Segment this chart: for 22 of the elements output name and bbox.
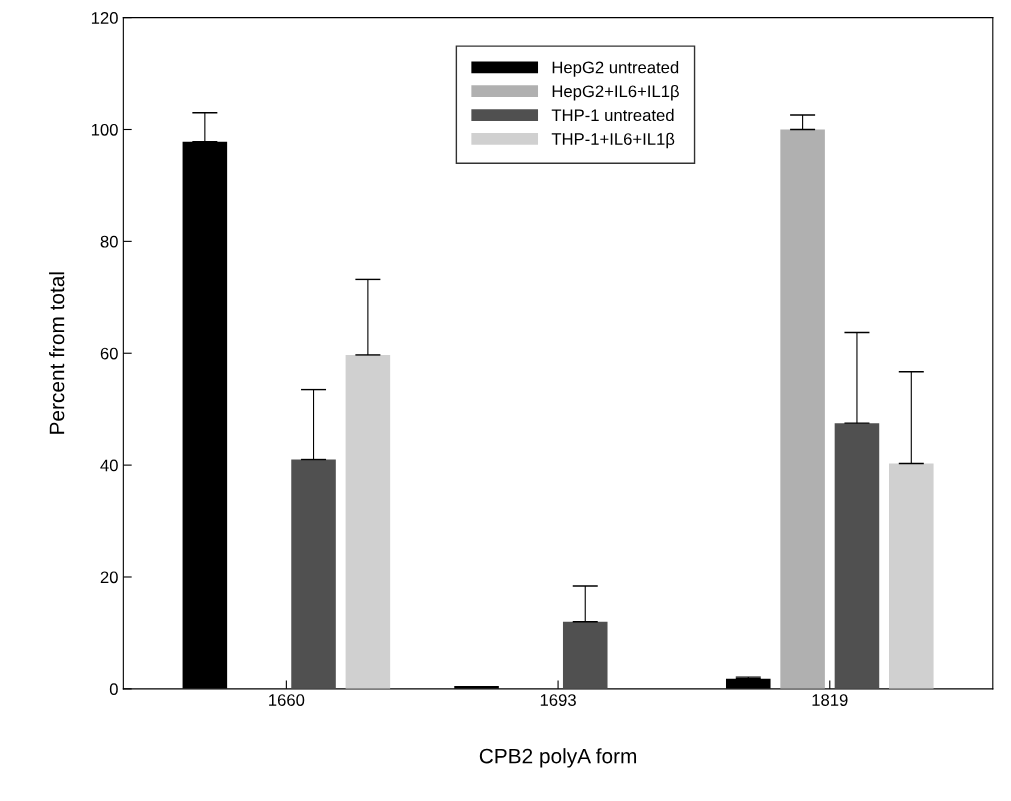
legend-label: THP-1 untreated [551,108,674,122]
x-axis-title: CPB2 polyA form [479,748,637,768]
y-tick-label: 0 [109,683,118,696]
x-tick-label: 1819 [812,694,848,706]
legend-label: THP-1+IL6+IL1β [551,132,675,149]
legend-label: HepG2 untreated [552,61,679,77]
y-tick-label: 100 [91,123,118,136]
legend-label: HepG2+IL6+IL1β [552,84,679,101]
y-tick-label: 120 [91,12,118,24]
x-tick-label: 1693 [540,694,576,706]
bar [780,129,825,689]
y-tick-label: 40 [100,459,118,472]
bar [562,621,608,689]
y-tick-label: 60 [100,347,118,360]
bar [345,354,391,689]
y-tick-label: 80 [100,235,118,248]
y-axis-title: Percent from total [49,272,65,434]
bar [291,459,336,689]
bar [889,463,934,689]
y-tick-label: 20 [100,571,118,584]
x-tick-label: 1660 [269,694,305,706]
bar [834,423,880,689]
